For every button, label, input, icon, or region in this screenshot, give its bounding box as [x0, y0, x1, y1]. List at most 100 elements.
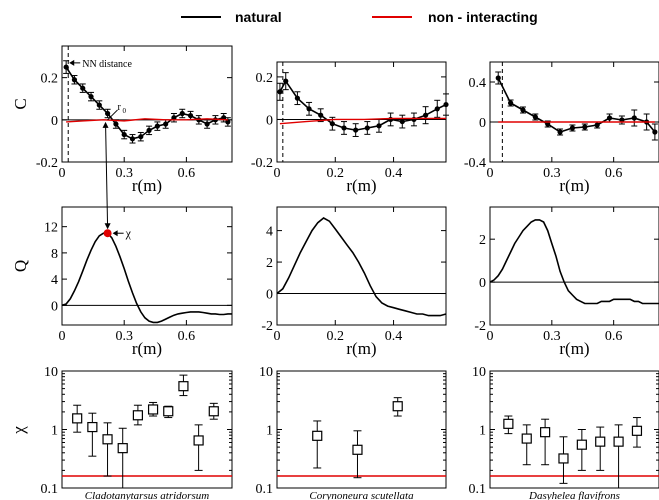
x-axis-label: r(m)	[132, 176, 162, 195]
y-tick-label: 0	[266, 288, 273, 303]
legend-label-noninteracting: non - interacting	[428, 9, 538, 25]
series-line-noninteracting	[66, 118, 228, 123]
x-axis-label: r(m)	[346, 176, 376, 195]
data-point	[631, 115, 637, 121]
data-point	[443, 101, 449, 108]
y-tick-label: 0.4	[469, 76, 487, 91]
y-tick-label: 0.1	[469, 482, 487, 497]
data-point	[557, 129, 563, 135]
data-point	[423, 112, 429, 118]
legend-label-natural: natural	[235, 9, 282, 25]
data-point	[154, 123, 160, 129]
annotation-arrowhead	[112, 230, 118, 237]
x-tick-label: 0.6	[178, 329, 196, 344]
connector-arrowhead	[104, 223, 111, 230]
chi-point	[595, 436, 606, 447]
data-point	[294, 95, 300, 101]
panel-q1: 0 4 8 12 0 0.3 0.6 r(m) Qχ	[11, 121, 233, 358]
data-point	[508, 100, 514, 106]
y-tick-label: 12	[44, 221, 58, 236]
panel-c2: -0.200.20 0.2 0.4r(m)	[251, 61, 449, 195]
chi-point	[147, 404, 159, 415]
data-point	[318, 112, 324, 118]
data-point	[225, 119, 231, 125]
chi-point	[631, 425, 643, 436]
data-point	[652, 129, 658, 135]
data-point	[187, 113, 194, 119]
annotation-nn-distance: NN distance	[82, 59, 132, 70]
series-line-noninteracting	[279, 117, 446, 125]
data-point	[434, 106, 440, 112]
chi-point	[208, 406, 219, 417]
y-tick-label: 0	[266, 113, 273, 128]
y-tick-label: 0	[479, 276, 486, 291]
x-tick-label: 0.3	[543, 329, 561, 344]
x-tick-label: 0.2	[327, 166, 345, 181]
y-tick-label: 4	[51, 273, 58, 288]
chi-point	[540, 427, 551, 438]
chi-point	[312, 430, 323, 441]
data-point	[71, 77, 78, 83]
plot-frame	[276, 61, 447, 163]
y-tick-label: 0	[51, 299, 58, 314]
connector-arrowhead	[102, 121, 109, 128]
data-point	[204, 121, 210, 127]
data-point	[63, 64, 69, 70]
y-tick-label: 0.2	[256, 71, 274, 86]
data-point	[329, 121, 335, 127]
series-line-natural	[65, 66, 229, 140]
chi-point	[193, 435, 204, 446]
chi-point	[87, 421, 98, 433]
plot-frame	[276, 370, 447, 489]
data-point	[171, 115, 177, 121]
x-tick-label: 0	[487, 329, 494, 344]
y-tick-label: 2	[479, 233, 486, 248]
chi-point	[117, 443, 128, 454]
panel-x3: 0.1 1 10 Dasyhelea flavifrons	[469, 365, 659, 500]
x-axis-label: r(m)	[346, 339, 376, 358]
x-tick-label: 0.6	[605, 166, 623, 181]
series-line-natural	[497, 77, 656, 133]
y-tick-label: 0	[51, 114, 58, 129]
x-tick-label: 0	[59, 166, 66, 181]
y-axis-label: C	[11, 98, 30, 109]
x-axis-label: r(m)	[559, 339, 589, 358]
y-tick-label: -2	[474, 319, 486, 334]
y-tick-label: -0.2	[251, 156, 273, 171]
data-point	[105, 110, 111, 117]
y-tick-label: 0.1	[41, 482, 59, 497]
x-tick-label: 0.4	[385, 329, 403, 344]
annotation-arrowhead	[69, 59, 75, 66]
series-line-natural	[489, 219, 659, 305]
plot-frame	[61, 45, 233, 163]
chi-point	[503, 418, 514, 429]
x-tick-label: 0.3	[543, 166, 561, 181]
data-point	[80, 85, 86, 91]
y-tick-label: 0.2	[41, 72, 59, 87]
chi-point	[163, 406, 174, 417]
annotation-r0: r	[118, 102, 122, 113]
data-point	[146, 127, 152, 133]
data-point	[569, 125, 576, 131]
x-tick-label: 0	[59, 329, 66, 344]
x-tick-label: 0.6	[605, 329, 623, 344]
panel-x1: 0.1 1 10 Cladotanytarsus atridorsum χ	[9, 365, 233, 500]
x-axis-label: r(m)	[559, 176, 589, 195]
data-point	[520, 107, 526, 113]
series-line-natural	[61, 232, 232, 324]
chi-point	[613, 436, 624, 447]
y-axis-label: χ	[9, 426, 28, 435]
data-point	[411, 116, 417, 123]
chi-point	[132, 410, 143, 421]
x-tick-label: 0	[487, 166, 494, 181]
y-tick-label: 10	[472, 365, 486, 380]
species-label: Corynoneura scutellata	[309, 490, 414, 500]
x-tick-label: 0	[274, 166, 281, 181]
y-tick-label: 1	[51, 424, 58, 439]
data-point	[283, 78, 289, 84]
chi-point	[352, 444, 363, 455]
data-point	[96, 102, 102, 108]
